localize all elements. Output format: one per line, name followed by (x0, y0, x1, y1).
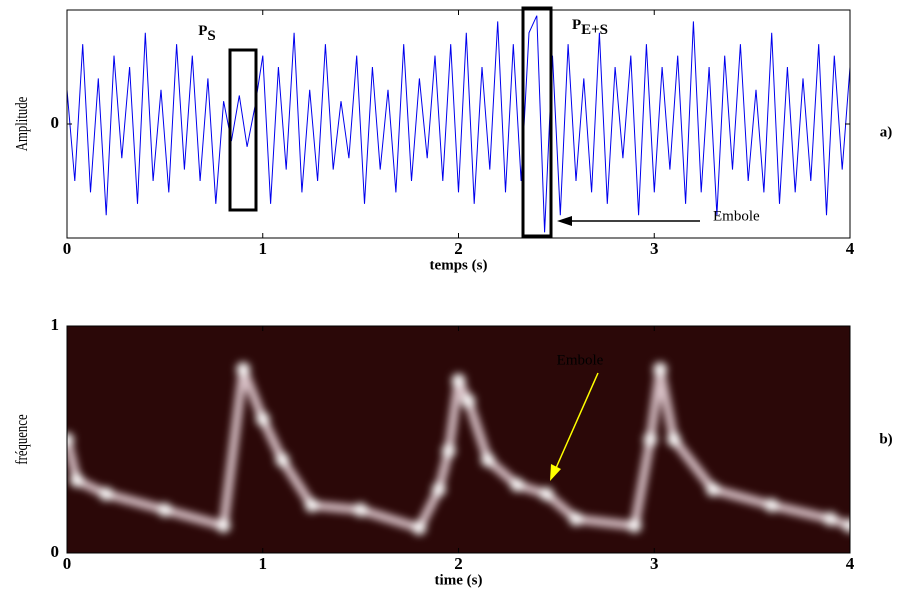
ridge-point (823, 511, 838, 526)
ridge-point (764, 498, 779, 513)
ridge-point (539, 486, 554, 501)
ridge-point (99, 486, 114, 501)
ridge-point (627, 518, 642, 533)
x-tick-label: 0 (63, 554, 72, 573)
ridge-glow (67, 362, 850, 536)
ridge-point (275, 452, 290, 467)
x-tick-label: 4 (846, 554, 855, 573)
region-label: PE+S (572, 17, 608, 38)
ridge-point (705, 482, 720, 497)
region-label-main: P (198, 23, 207, 39)
y-tick-label: 0 (51, 113, 60, 132)
x-tick-label: 2 (454, 554, 463, 573)
x-tick-label: 3 (650, 554, 659, 573)
ridge-point (653, 362, 668, 377)
annotation: Embole (713, 208, 760, 224)
ridge-point (304, 498, 319, 513)
ridge-point (451, 373, 466, 388)
ridge-point (236, 362, 251, 377)
ridge-point (412, 521, 427, 536)
panel-label: b) (879, 431, 892, 447)
x-tick-label: 2 (454, 239, 463, 258)
region-label-sub: E+S (581, 22, 608, 38)
plot-frame (66, 9, 851, 239)
x-tick-label: 1 (259, 554, 268, 573)
y-tick-label: 0 (51, 542, 60, 561)
x-tick-label: 0 (63, 239, 72, 258)
plot-area (67, 15, 850, 233)
annotation: Embole (557, 352, 604, 368)
ridge-point (643, 432, 658, 447)
ridge-point (353, 502, 368, 517)
region-box (521, 6, 553, 238)
signal-line (67, 15, 850, 233)
ridge-point (843, 518, 850, 533)
spectrogram-ridge (67, 362, 850, 536)
x-tick-label: 1 (259, 239, 268, 258)
panel-label: a) (880, 124, 893, 140)
ridge-point (431, 482, 446, 497)
annotation-arrow (555, 372, 599, 469)
ridge-point (216, 518, 231, 533)
x-axis-label: time (s) (435, 572, 483, 588)
ridge-point (666, 432, 681, 447)
x-tick-label: 3 (650, 239, 659, 258)
annotation-arrowhead (550, 464, 561, 481)
x-axis-label: temps (s) (430, 257, 488, 273)
ridge-point (255, 412, 270, 427)
ridge-point (157, 502, 172, 517)
ridge-point (69, 473, 84, 488)
region-box (228, 48, 258, 212)
ridge-point (441, 443, 456, 458)
x-tick-label: 4 (846, 239, 855, 258)
region-label-main: P (572, 17, 581, 33)
ridge-point (461, 393, 476, 408)
region-label-sub: S (207, 28, 215, 44)
ridge-point (480, 452, 495, 467)
y-axis-label: fréquence (13, 414, 31, 465)
ridge-point (67, 432, 74, 447)
y-axis-label: Amplitude (13, 96, 31, 151)
ridge-point (510, 477, 525, 492)
region-label: PS (198, 23, 216, 44)
y-tick-label: 1 (51, 315, 60, 334)
ridge-point (568, 511, 583, 526)
annotation-arrowhead (557, 216, 572, 226)
